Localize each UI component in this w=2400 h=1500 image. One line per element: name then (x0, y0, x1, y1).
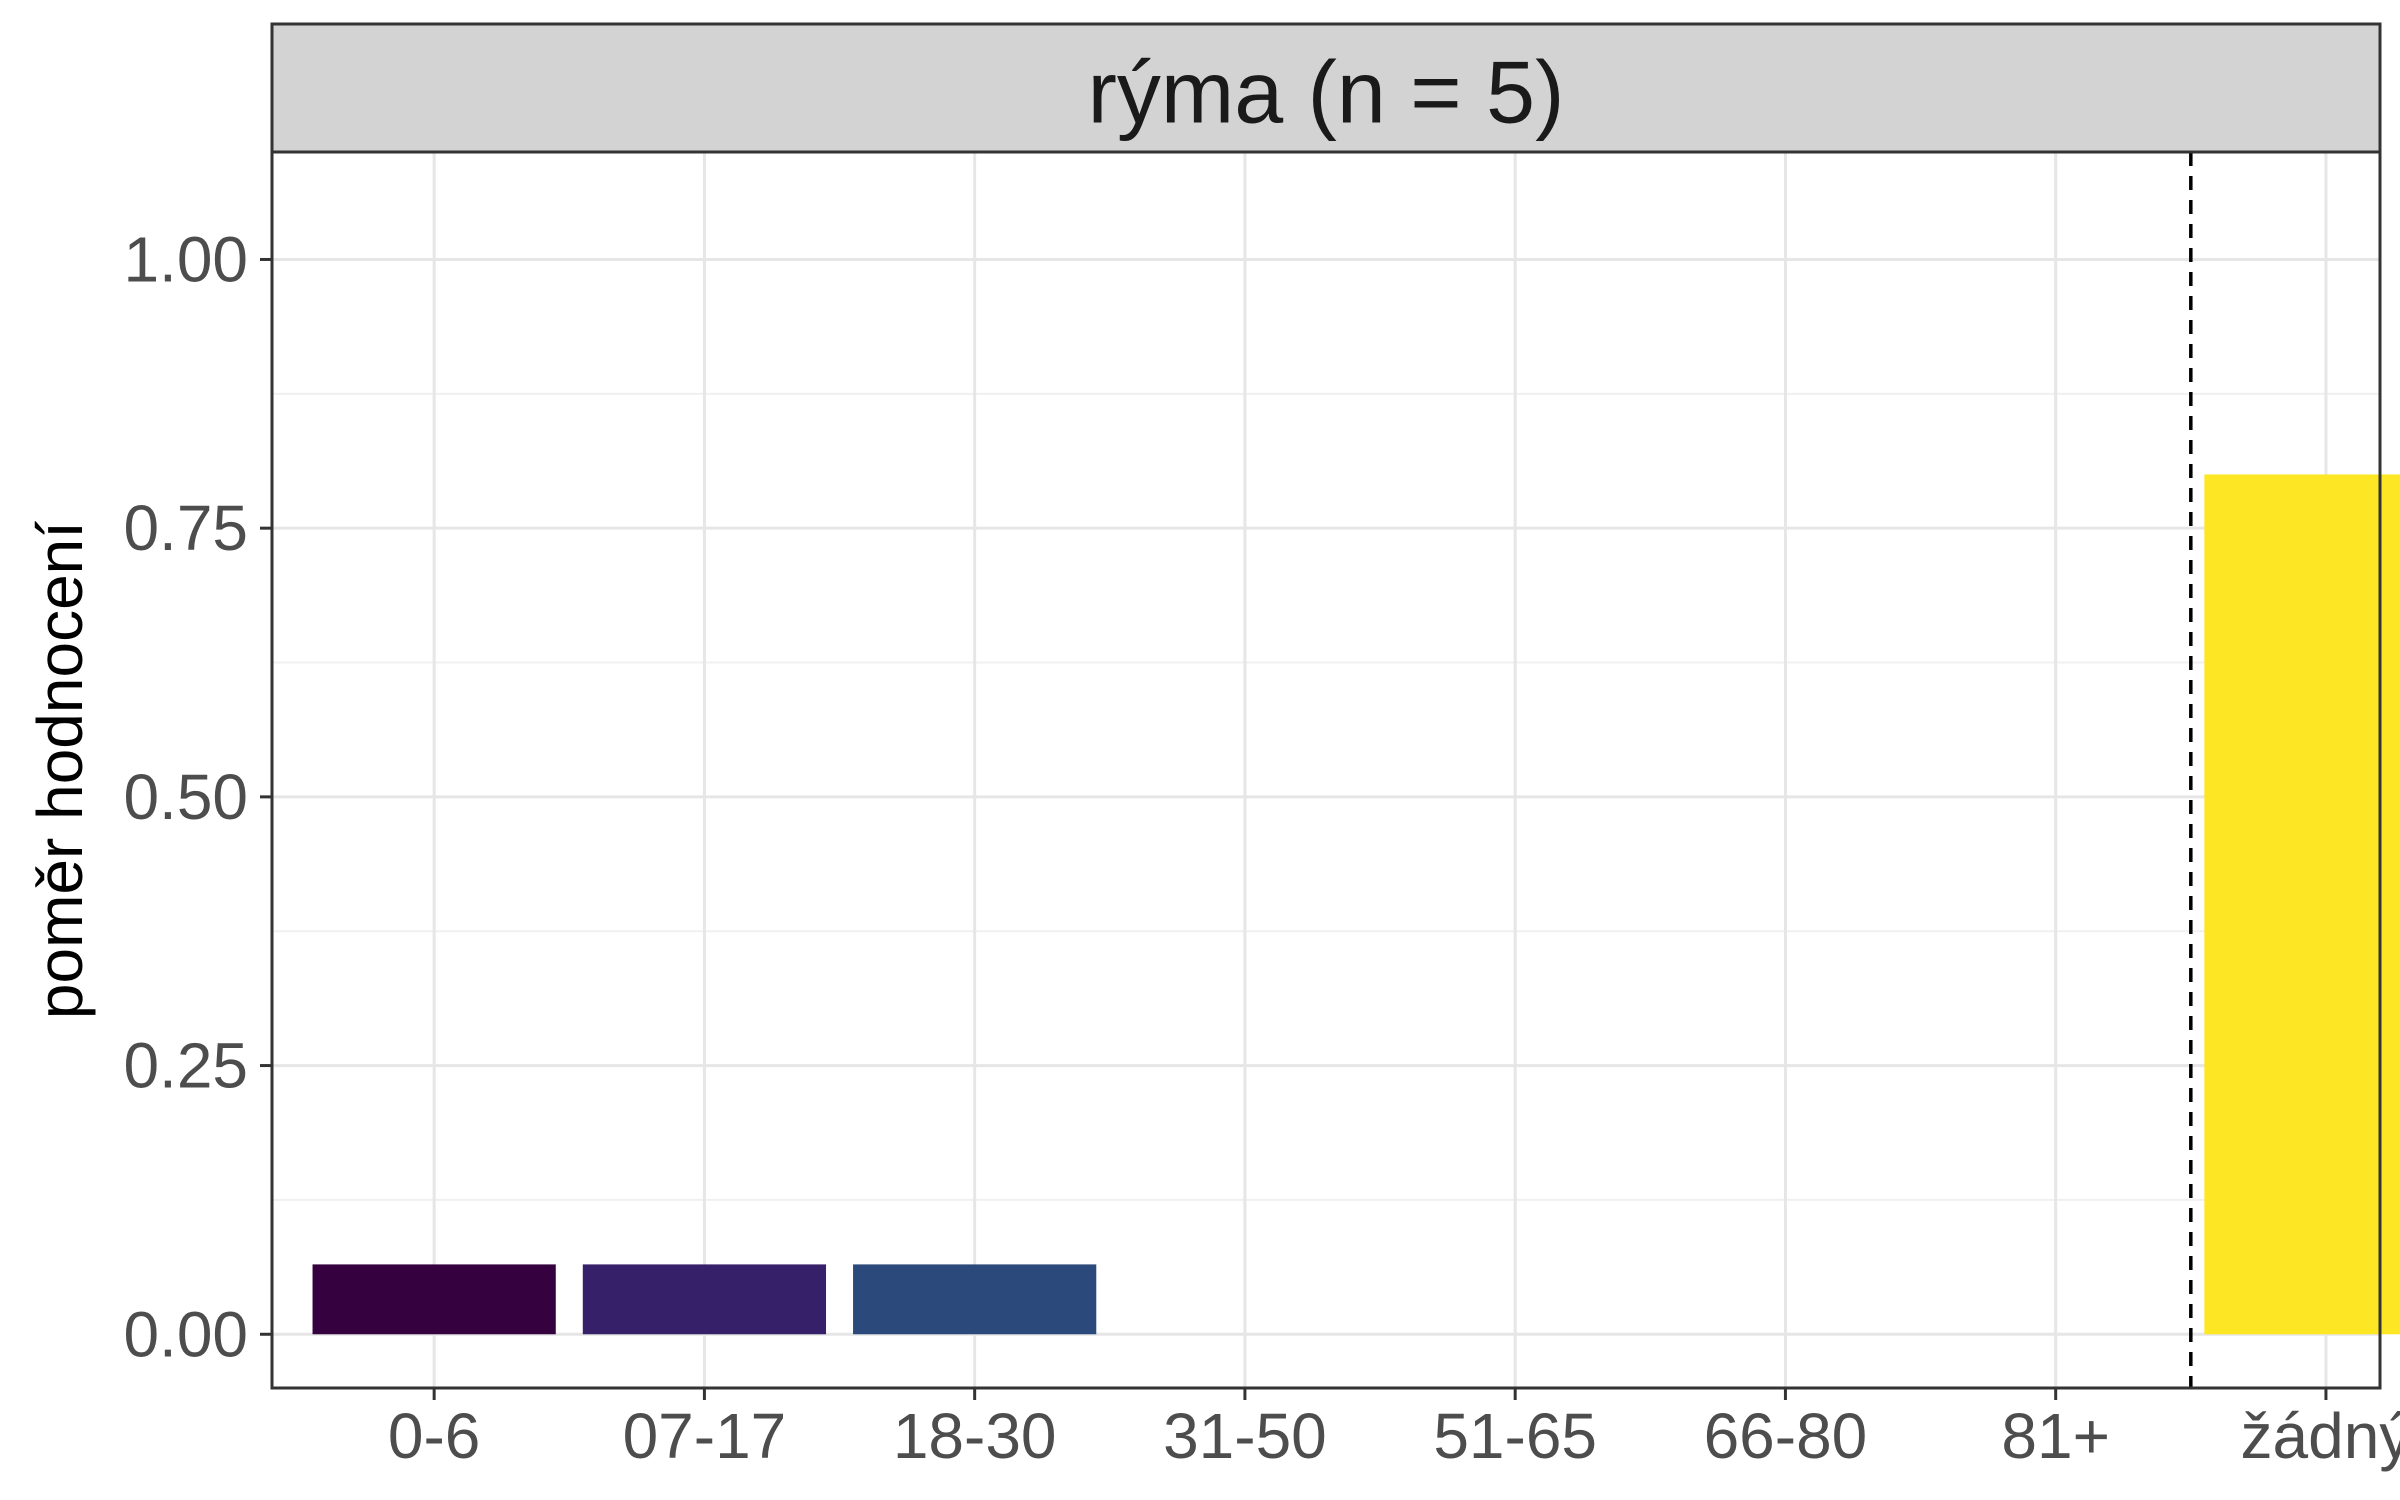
y-tick-label: 0.75 (123, 492, 248, 564)
y-tick-label: 1.00 (123, 223, 248, 295)
facet-strip-background (270, 22, 2382, 154)
x-tick-label: 66-80 (1704, 1400, 1868, 1472)
x-tick-label: 0-6 (388, 1400, 481, 1472)
x-tick-label: 18-30 (893, 1400, 1057, 1472)
bar-18-30 (853, 1264, 1097, 1335)
x-tick-label: 07-17 (623, 1400, 787, 1472)
bar-0-6 (312, 1264, 556, 1335)
x-axis: 0-6 07-17 18-30 31-50 51-65 66-80 81+ žádný (388, 1388, 2400, 1472)
chart-title: rýma (n = 5) (1088, 43, 1565, 142)
y-axis: 0.00 0.25 0.50 0.75 1.00 (123, 223, 272, 1370)
y-axis-label: poměr hodnocení (24, 521, 96, 1019)
y-tick-label: 0.00 (123, 1298, 248, 1370)
facet-strip: rýma (n = 5) (270, 22, 2382, 154)
y-tick-label: 0.50 (123, 761, 248, 833)
panel-border (270, 150, 2382, 1390)
x-tick-label: 51-65 (1433, 1400, 1597, 1472)
y-tick-label: 0.25 (123, 1030, 248, 1102)
x-tick-label: žádný (2241, 1400, 2400, 1472)
x-tick-label: 31-50 (1163, 1400, 1327, 1472)
bar-žádný (2204, 474, 2400, 1335)
bar-07-17 (582, 1264, 827, 1335)
grid (272, 152, 2380, 1388)
x-tick-label: 81+ (2001, 1400, 2110, 1472)
bars (312, 474, 2400, 1335)
